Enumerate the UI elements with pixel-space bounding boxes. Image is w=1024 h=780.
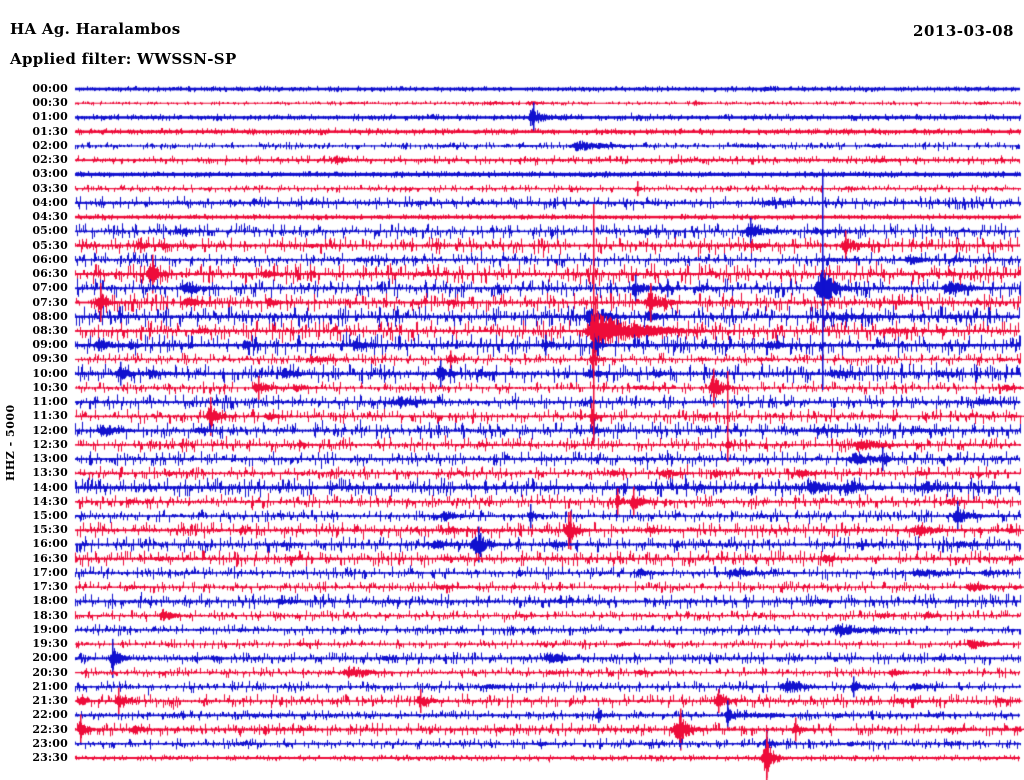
- row-time-label: 20:30: [32, 665, 68, 679]
- applied-filter-label: Applied filter: WWSSN-SP: [10, 50, 237, 68]
- row-time-label: 08:00: [32, 309, 68, 323]
- row-time-label: 15:00: [32, 509, 68, 523]
- row-time-label: 04:00: [32, 195, 68, 209]
- row-time-label: 21:30: [32, 694, 68, 708]
- row-time-label: 19:30: [32, 637, 68, 651]
- row-time-label: 20:00: [32, 651, 68, 665]
- row-time-label: 09:30: [32, 352, 68, 366]
- row-time-label: 13:00: [32, 452, 68, 466]
- row-time-label: 06:30: [32, 267, 68, 281]
- row-time-label: 13:30: [32, 466, 68, 480]
- row-time-label: 03:30: [32, 181, 68, 195]
- time-label-column: 00:00 00:30 01:00 01:30 02:00 02:30 03:00 03:30…: [0, 0, 68, 780]
- row-time-label: 11:30: [32, 409, 68, 423]
- row-time-label: 00:00: [32, 82, 68, 95]
- row-time-label: 05:30: [32, 238, 68, 252]
- row-time-label: 14:30: [32, 494, 68, 508]
- row-time-label: 09:00: [32, 338, 68, 352]
- row-time-label: 10:00: [32, 366, 68, 380]
- row-time-label: 00:30: [32, 96, 68, 110]
- row-time-label: 21:00: [32, 679, 68, 693]
- row-time-label: 11:00: [32, 395, 68, 409]
- row-time-label: 02:00: [32, 138, 68, 152]
- row-time-label: 18:00: [32, 594, 68, 608]
- row-time-label: 19:00: [32, 622, 68, 636]
- row-time-label: 17:00: [32, 565, 68, 579]
- row-time-label: 01:00: [32, 110, 68, 124]
- row-time-label: 23:00: [32, 736, 68, 750]
- row-time-label: 12:00: [32, 423, 68, 437]
- row-time-label: 15:30: [32, 523, 68, 537]
- row-time-label: 14:00: [32, 480, 68, 494]
- row-time-label: 01:30: [32, 124, 68, 138]
- row-time-label: 12:30: [32, 437, 68, 451]
- row-time-label: 05:00: [32, 224, 68, 238]
- row-time-label: 17:30: [32, 580, 68, 594]
- row-time-label: 16:30: [32, 551, 68, 565]
- row-time-label: 04:30: [32, 210, 68, 224]
- row-time-label: 06:00: [32, 252, 68, 266]
- row-time-label: 10:30: [32, 380, 68, 394]
- row-time-label: 23:30: [32, 750, 68, 764]
- row-time-label: 07:00: [32, 281, 68, 295]
- row-time-label: 03:00: [32, 167, 68, 181]
- row-time-label: 08:30: [32, 323, 68, 337]
- row-time-label: 18:30: [32, 608, 68, 622]
- row-time-label: 02:30: [32, 153, 68, 167]
- row-time-label: 16:00: [32, 537, 68, 551]
- row-time-label: 22:00: [32, 708, 68, 722]
- date-label: 2013-03-08: [913, 22, 1014, 40]
- row-time-label: 07:30: [32, 295, 68, 309]
- station-title: HA Ag. Haralambos: [10, 20, 181, 38]
- row-time-label: 22:30: [32, 722, 68, 736]
